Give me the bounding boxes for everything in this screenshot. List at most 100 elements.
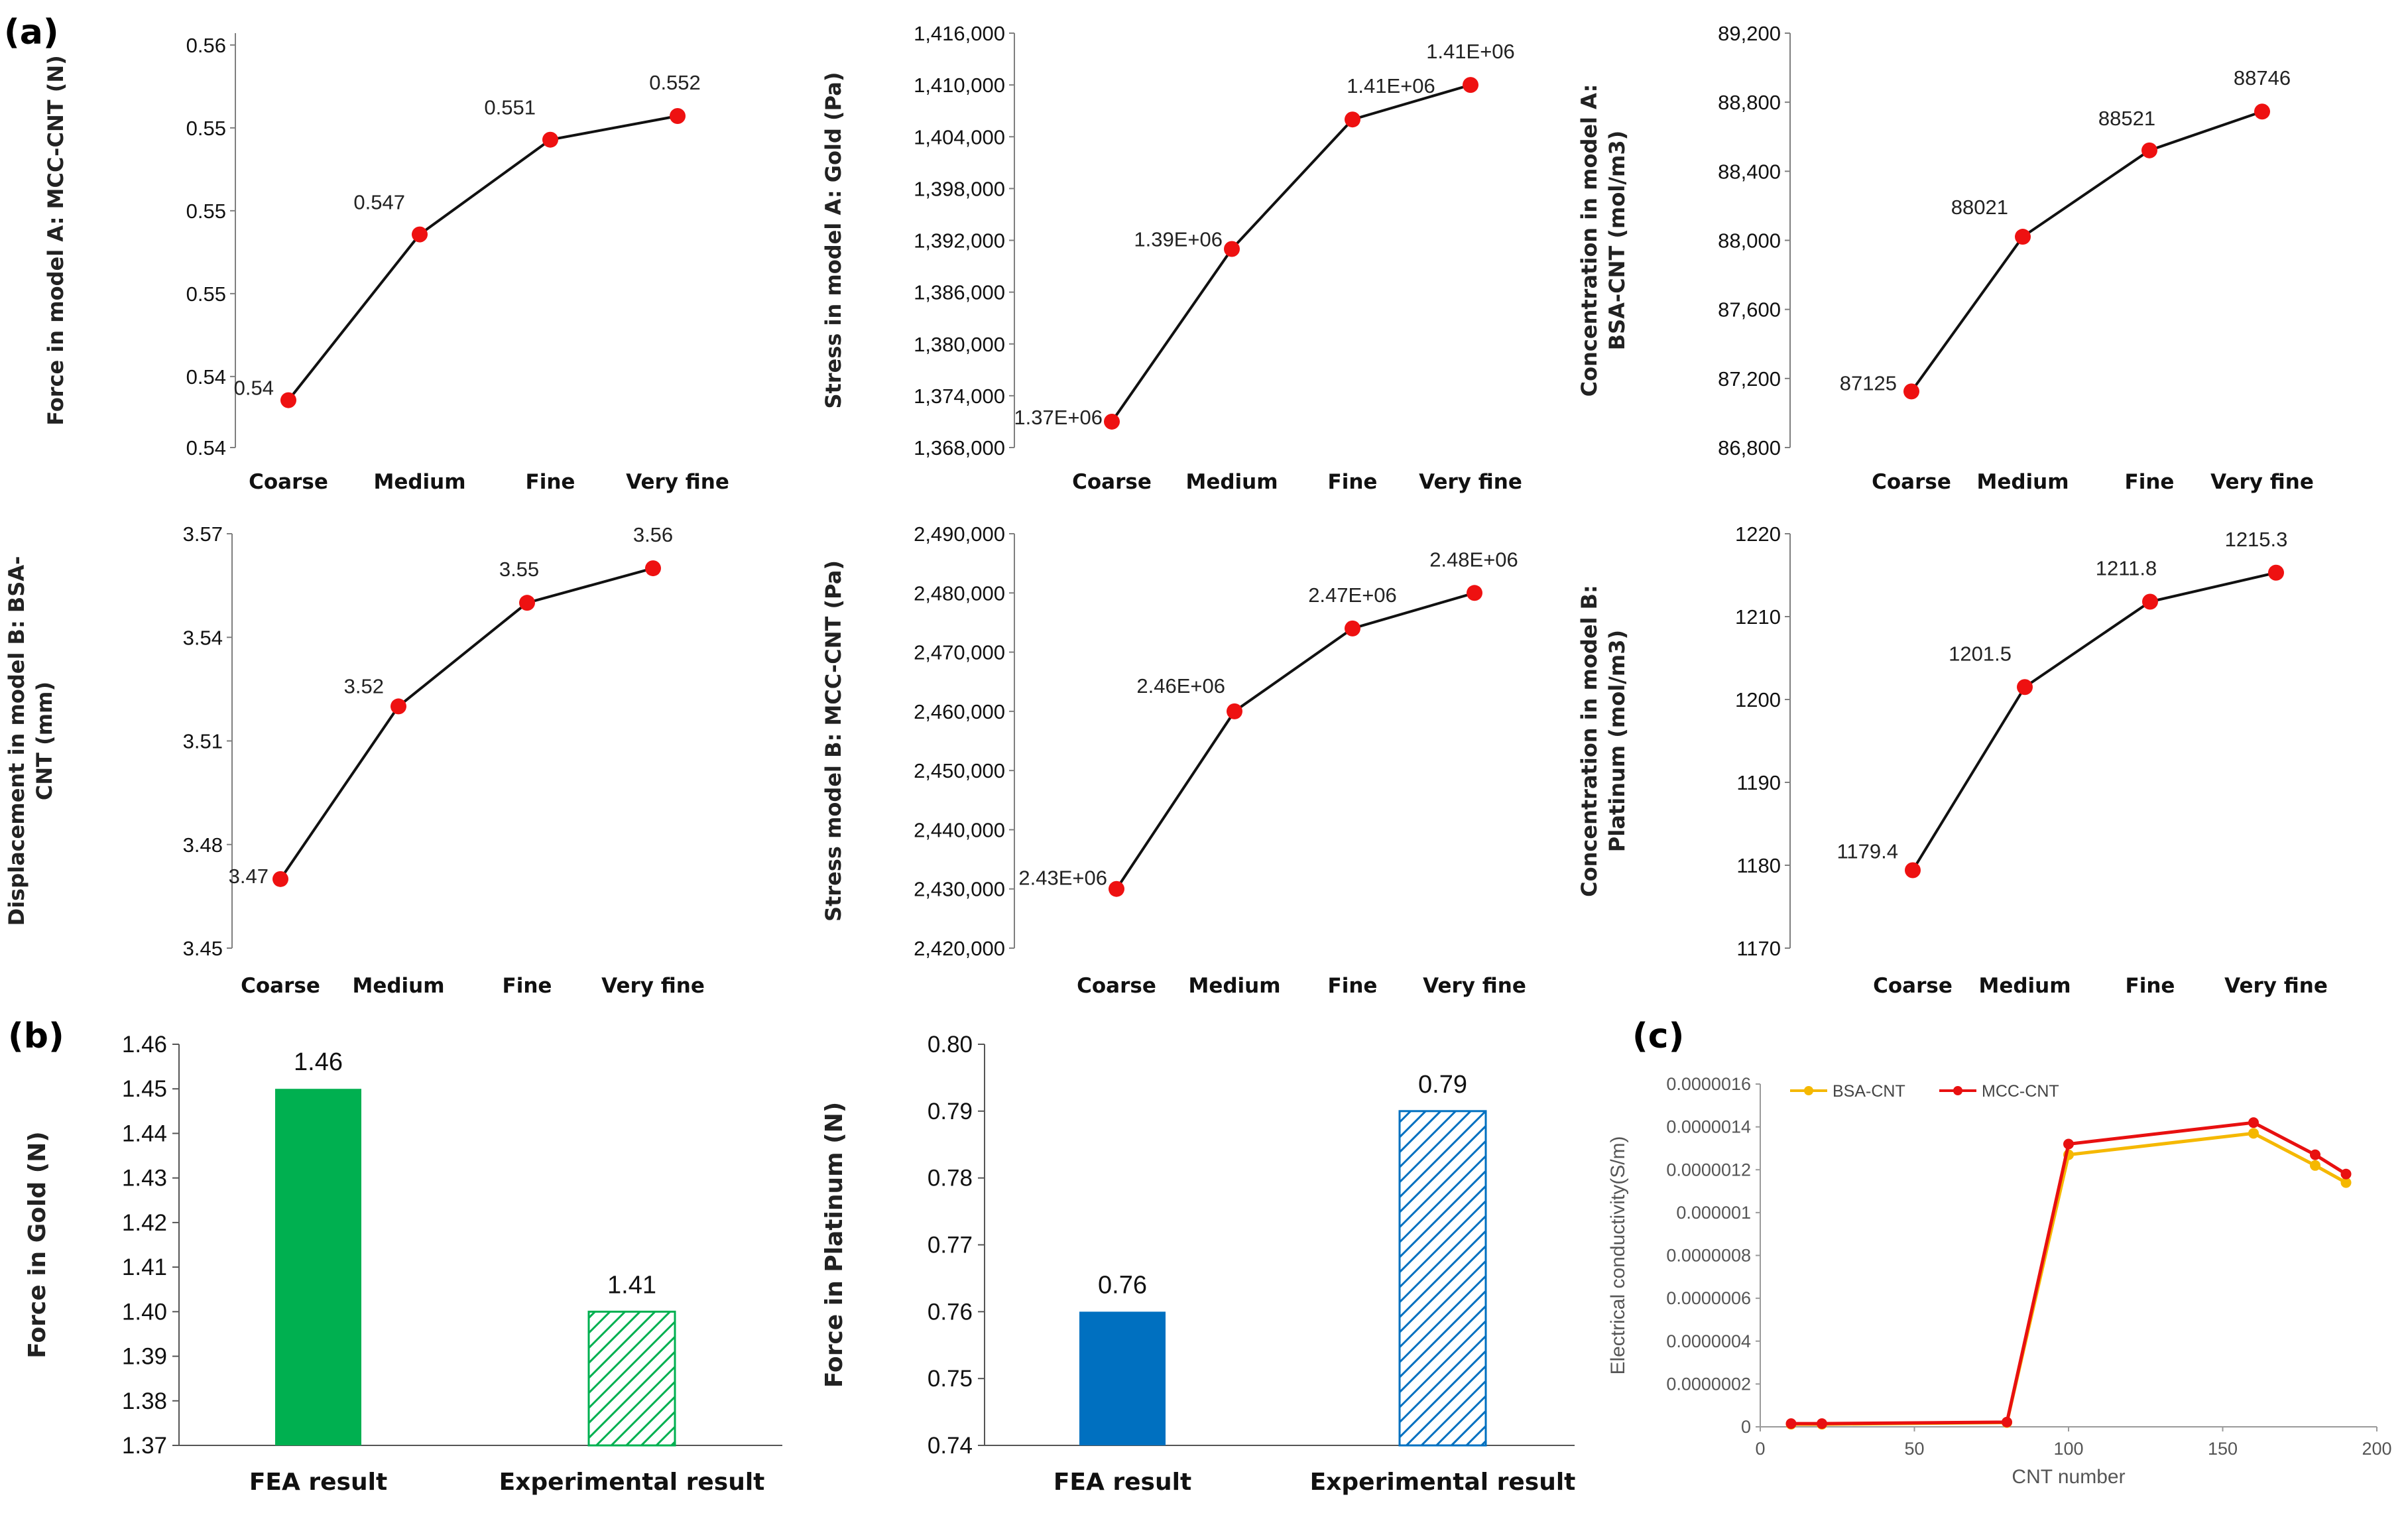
y-tick-label: 0.80 [928, 1032, 973, 1058]
data-label: 1201.5 [1949, 642, 2012, 665]
y-tick-label: 2,430,000 [914, 878, 1005, 901]
y-tick-label: 0.76 [928, 1299, 973, 1325]
data-label: 2.48E+06 [1429, 548, 1518, 571]
y-axis-title-line: Stress in model A: Gold (Pa) [821, 72, 846, 409]
x-category-label: Very fine [626, 470, 729, 494]
x-category-label: Very fine [601, 974, 705, 998]
y-tick-label: 1,380,000 [914, 333, 1005, 356]
y-axis-title: Electrical conductivity(S/m) [1607, 1136, 1629, 1374]
bar-value-label: 1.41 [607, 1271, 656, 1299]
x-category-label: Very fine [1423, 974, 1526, 998]
bar-value-label: 0.79 [1418, 1071, 1467, 1099]
x-category-label: Medium [1185, 470, 1278, 494]
data-point [412, 226, 428, 243]
y-tick-label: 1200 [1735, 688, 1781, 711]
data-label: 88521 [2098, 107, 2155, 130]
data-label: 1215.3 [2225, 528, 2288, 551]
y-tick-label: 1,404,000 [914, 125, 1005, 149]
data-point [2268, 564, 2284, 581]
panel-label-c: (c) [1632, 1016, 1684, 1056]
data-point [2340, 1177, 2352, 1188]
charts-group: 0.54 0.54 0.55 0.55 0.55 0.56 Coarse Medium Fine… [4, 22, 2392, 1496]
x-category-label: Fine [526, 470, 575, 494]
y-axis-title: Force in model A: MCC-CNT (N) [43, 55, 68, 425]
y-tick-label: 3.54 [183, 626, 223, 649]
x-tick-label: 100 [2053, 1439, 2083, 1459]
bar [1079, 1311, 1166, 1445]
x-tick-label: 150 [2208, 1439, 2238, 1459]
y-tick-label: 0.55 [186, 282, 226, 306]
series-line [1111, 84, 1471, 423]
y-tick-label: 0.0000002 [1666, 1374, 1751, 1394]
y-axis-title-line: BSA-CNT (mol/m3) [1604, 131, 1630, 351]
y-tick-label: 0.54 [186, 436, 226, 459]
y-tick-label: 0.79 [928, 1099, 973, 1124]
data-point [519, 595, 535, 611]
x-category-label: Fine [1328, 470, 1378, 494]
panel-label-a: (a) [4, 13, 59, 52]
y-tick-label: 2,490,000 [914, 522, 1005, 546]
y-tick-label: 0.54 [186, 365, 226, 389]
y-tick-label: 0.74 [928, 1433, 973, 1459]
chart-c: 0 0.0000002 0.0000004 0.0000006 0.0000008 0.0… [1607, 1074, 2392, 1488]
y-tick-label: 3.48 [183, 833, 223, 857]
data-point [1345, 111, 1360, 128]
chart-a5: 2,420,000 2,430,000 2,440,000 2,450,000 2,46… [821, 522, 1526, 998]
y-tick-label: 1,386,000 [914, 281, 1005, 304]
x-tick-label: 50 [1904, 1439, 1924, 1459]
bar [275, 1089, 361, 1445]
y-tick-label: 2,450,000 [914, 759, 1005, 782]
data-point [280, 392, 296, 408]
legend-label: BSA-CNT [1833, 1082, 1905, 1101]
y-tick-label: 0.56 [186, 34, 226, 57]
y-tick-label: 1.37 [122, 1433, 167, 1459]
data-label: 0.54 [234, 377, 274, 400]
y-axis-title: Displacement in model B: BSA- CNT (mm) [4, 556, 57, 926]
x-category-label: Coarse [1077, 974, 1156, 998]
data-point [2063, 1138, 2074, 1150]
data-label: 1.41E+06 [1426, 40, 1515, 63]
series-bsa-cnt: BSA-CNT [1785, 1082, 2352, 1430]
x-category-label: Very fine [2224, 974, 2328, 998]
series-line [1911, 571, 2277, 871]
legend-marker [1953, 1086, 1962, 1095]
y-tick-label: 0 [1741, 1417, 1751, 1437]
data-point [2340, 1168, 2352, 1180]
y-axis-title: Stress in model A: Gold (Pa) [821, 72, 846, 409]
x-category-label: FEA result [249, 1469, 387, 1496]
y-axis-title-line: Concentration in model A: [1577, 84, 1602, 397]
bar [587, 1310, 676, 1447]
data-point [542, 131, 558, 148]
chart-a2: 1,368,000 1,374,000 1,380,000 1,386,000 1,39… [821, 22, 1522, 494]
y-tick-label: 0.77 [928, 1233, 973, 1258]
y-tick-label: 1,392,000 [914, 229, 1005, 253]
y-tick-label: 0.75 [928, 1366, 973, 1392]
chart-a3: 86,800 87,200 87,600 88,000 88,400 88,800 89,2… [1577, 22, 2314, 494]
data-point [1227, 703, 1242, 719]
x-tick-label: 200 [2362, 1439, 2391, 1459]
data-label: 1.41E+06 [1347, 74, 1435, 97]
x-category-label: Experimental result [499, 1469, 765, 1496]
x-category-label: Coarse [1873, 974, 1953, 998]
y-tick-label: 0.0000012 [1666, 1160, 1751, 1180]
data-point [1817, 1418, 1827, 1429]
data-point [645, 560, 661, 577]
data-label: 1.39E+06 [1134, 228, 1223, 251]
y-tick-label: 87,200 [1718, 367, 1781, 391]
series-line [1115, 591, 1475, 890]
y-tick-label: 88,000 [1718, 229, 1781, 253]
x-category-label: Coarse [241, 974, 320, 998]
chart-a1: 0.54 0.54 0.55 0.55 0.55 0.56 Coarse Medium Fine… [43, 33, 729, 494]
data-label: 87125 [1840, 371, 1897, 394]
y-tick-label: 2,480,000 [914, 581, 1005, 605]
bar-value-label: 0.76 [1098, 1271, 1147, 1299]
x-category-label: Fine [2125, 470, 2175, 494]
y-axis-title-line: Platinum (mol/m3) [1604, 630, 1630, 852]
y-tick-label: 1.39 [122, 1344, 167, 1370]
data-point [670, 108, 686, 124]
data-label: 3.56 [633, 523, 673, 546]
data-point [1905, 862, 1921, 879]
y-tick-label: 87,600 [1718, 298, 1781, 322]
y-tick-label: 1190 [1736, 771, 1781, 794]
y-tick-label: 2,460,000 [914, 700, 1005, 723]
